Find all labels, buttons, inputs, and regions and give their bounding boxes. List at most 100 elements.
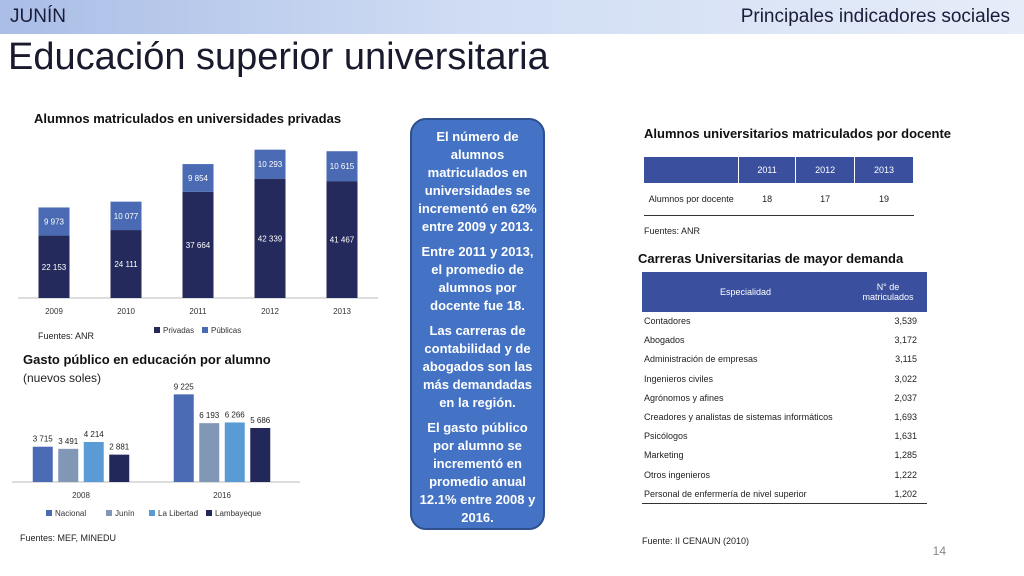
- bar-junín-2008: [58, 448, 79, 482]
- region-label: JUNÍN: [10, 6, 66, 27]
- page-number: 14: [932, 544, 946, 558]
- career-count: 1,693: [849, 407, 927, 428]
- career-name: Personal de enfermería de nivel superior: [642, 484, 849, 504]
- x-tick-label: 2012: [261, 307, 279, 316]
- legend-swatch-nacional: [46, 510, 52, 516]
- data-label: 10 077: [114, 212, 139, 221]
- career-count: 3,022: [849, 369, 927, 389]
- bar-públicas-2009: [38, 207, 70, 236]
- table-cell: 18: [738, 183, 796, 216]
- table-row: Ingenieros civiles 3,022: [642, 369, 927, 389]
- table-row: Agrónomos y afines 2,037: [642, 388, 927, 408]
- data-label: 41 467: [330, 236, 355, 245]
- bar-nacional-2016: [173, 394, 194, 482]
- table-header-cell: 2011: [738, 157, 797, 183]
- legend-swatch-públicas: [202, 327, 208, 333]
- students-per-teacher-table: 2011 2012 2013 Alumnos por docente 18 17…: [644, 157, 914, 216]
- section-label: Principales indicadores sociales: [740, 6, 1010, 27]
- chart2-source: Fuentes: MEF, MINEDU: [20, 533, 117, 543]
- data-label: 3 715: [33, 435, 54, 444]
- data-label: 24 111: [114, 260, 138, 269]
- career-count: 3,115: [849, 349, 927, 370]
- data-label: 10 293: [258, 160, 283, 169]
- career-count: 1,631: [849, 426, 927, 447]
- bar-públicas-2013: [326, 151, 358, 182]
- data-label: 5 686: [250, 416, 271, 425]
- table-row: Marketing 1,285: [642, 445, 927, 466]
- table-row: Alumnos por docente 18 17 19: [644, 183, 914, 216]
- enrollment-stacked-bar-chart: 22 153 9 973 2009 24 111 10 077 2010 37 664 9 8…: [18, 149, 378, 335]
- data-label: 3 491: [58, 437, 79, 446]
- career-count: 3,172: [849, 330, 927, 351]
- table-row: Administración de empresas 3,115: [642, 349, 927, 370]
- table-row: Abogados 3,172: [642, 330, 927, 351]
- x-tick-label: 2016: [213, 491, 231, 500]
- data-label: 9 854: [188, 174, 209, 183]
- table-row: Creadores y analistas de sistemas inform…: [642, 407, 927, 428]
- data-label: 42 339: [258, 234, 283, 243]
- table1-source: Fuentes: ANR: [644, 226, 701, 236]
- legend-swatch-la-libertad: [149, 510, 155, 516]
- page-title: Educación superior universitaria: [8, 36, 549, 78]
- career-count: 2,037: [849, 388, 927, 408]
- career-name: Agrónomos y afines: [642, 388, 849, 408]
- chart2-title: Gasto público en educación por alumno: [23, 352, 271, 367]
- bar-privadas-2009: [38, 235, 70, 298]
- legend-swatch-privadas: [154, 327, 160, 333]
- data-label: 22 153: [42, 263, 67, 272]
- legend-swatch-lambayeque: [206, 510, 212, 516]
- bar-públicas-2011: [182, 164, 214, 192]
- callout-text-2: Entre 2011 y 2013, el promedio de alumno…: [421, 244, 534, 313]
- table-header-cell: 2012: [795, 157, 856, 183]
- chart2-subtitle: (nuevos soles): [23, 371, 102, 385]
- data-label: 9 225: [174, 382, 195, 391]
- callout-text-4: El gasto público por alumno se increment…: [419, 420, 536, 525]
- chart1-title: Alumnos matriculados en universidades pr…: [34, 111, 342, 126]
- table-header-cell: [644, 157, 739, 183]
- table2-title: Carreras Universitarias de mayor demanda: [638, 251, 904, 266]
- table-header-cell: 2013: [854, 157, 914, 183]
- row-label: Alumnos por docente: [644, 183, 739, 216]
- data-label: 6 193: [199, 411, 220, 420]
- table-header-cell: N° de matriculados: [849, 272, 927, 312]
- career-name: Ingenieros civiles: [642, 369, 849, 389]
- x-tick-label: 2009: [45, 307, 63, 316]
- top-careers-table: Especialidad N° de matriculados Contador…: [642, 272, 927, 504]
- bar-la-libertad-2008: [83, 441, 104, 482]
- bar-nacional-2008: [32, 446, 53, 482]
- bar-la-libertad-2016: [224, 422, 245, 482]
- legend-label: Lambayeque: [215, 509, 262, 518]
- data-label: 37 664: [186, 241, 211, 250]
- data-label: 6 266: [225, 410, 246, 419]
- x-tick-label: 2011: [189, 307, 207, 316]
- data-label: 2 881: [109, 443, 130, 452]
- legend-label: La Libertad: [158, 509, 198, 518]
- table-cell: 17: [795, 183, 855, 216]
- bar-junín-2016: [199, 423, 220, 482]
- table-row: Personal de enfermería de nivel superior…: [642, 484, 927, 504]
- table-cell: 19: [854, 183, 914, 216]
- career-name: Otros ingenieros: [642, 465, 849, 485]
- table-row: Contadores 3,539: [642, 312, 927, 332]
- legend-label: Junín: [115, 509, 135, 518]
- bar-privadas-2012: [254, 178, 286, 298]
- bar-lambayeque-2016: [250, 427, 271, 482]
- bar-lambayeque-2008: [109, 454, 130, 482]
- legend-swatch-junín: [106, 510, 112, 516]
- career-count: 1,202: [849, 484, 927, 504]
- data-label: 10 615: [330, 162, 355, 171]
- career-count: 1,285: [849, 445, 927, 466]
- table2-source: Fuente: II CENAUN (2010): [642, 536, 750, 546]
- bar-privadas-2010: [110, 230, 142, 298]
- legend-label: Nacional: [55, 509, 86, 518]
- callout-text-1: El número de alumnos matriculados en uni…: [418, 129, 537, 234]
- career-name: Creadores y analistas de sistemas inform…: [642, 407, 849, 428]
- callout-text-3: Las carreras de contabilidad y de abogad…: [422, 323, 533, 410]
- highlights-callout: El número de alumnos matriculados en uni…: [410, 118, 545, 530]
- bar-públicas-2010: [110, 201, 142, 231]
- career-count: 1,222: [849, 465, 927, 485]
- bar-privadas-2013: [326, 181, 358, 298]
- career-name: Abogados: [642, 330, 849, 351]
- data-label: 9 973: [44, 218, 65, 227]
- legend-label: Públicas: [211, 326, 241, 335]
